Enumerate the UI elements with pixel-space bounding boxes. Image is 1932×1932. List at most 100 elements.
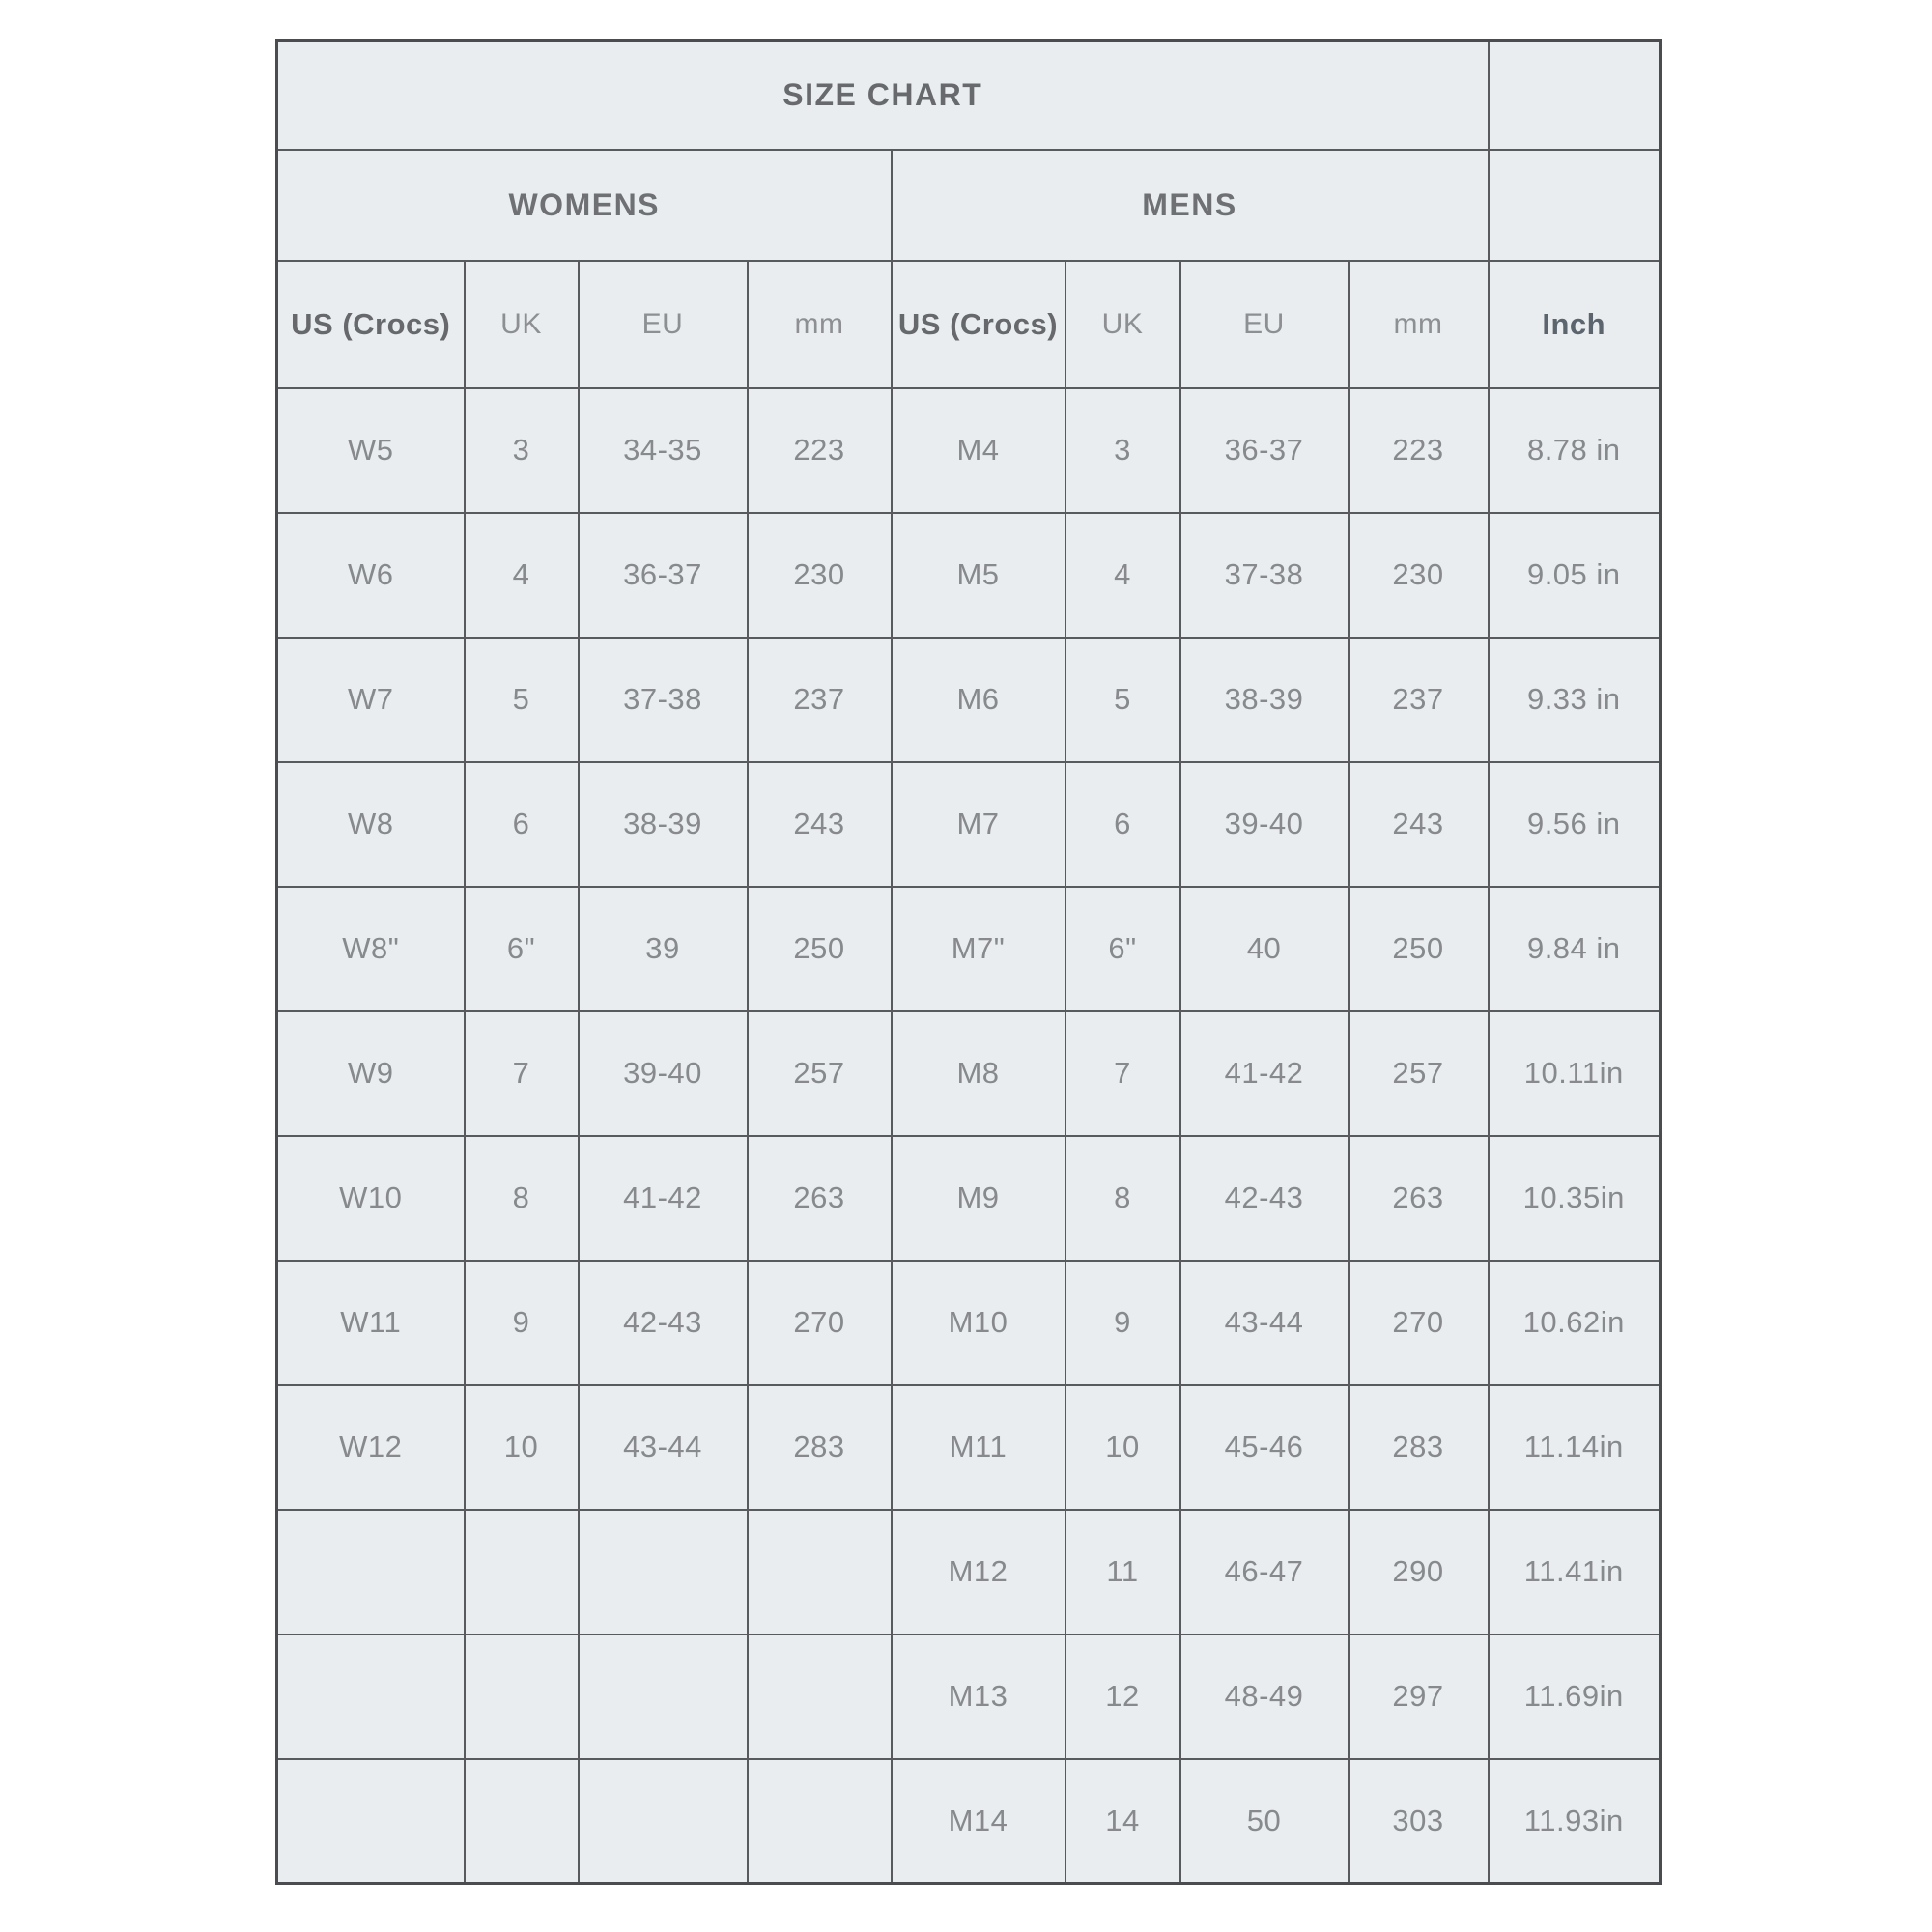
table-title: SIZE CHART bbox=[275, 39, 1490, 151]
table-cell: 263 bbox=[746, 1134, 893, 1262]
table-cell: 283 bbox=[746, 1383, 893, 1511]
table-row: M14 14 50 303 11.93in bbox=[275, 1757, 1662, 1885]
table-cell bbox=[463, 1633, 580, 1760]
table-cell: 6 bbox=[463, 760, 580, 888]
table-cell: 48-49 bbox=[1179, 1633, 1350, 1760]
table-cell: 237 bbox=[1347, 636, 1490, 763]
table-cell: 237 bbox=[746, 636, 893, 763]
column-header-womens-mm: mm bbox=[746, 259, 893, 389]
table-cell: 10 bbox=[463, 1383, 580, 1511]
table-cell bbox=[746, 1508, 893, 1635]
table-cell: 270 bbox=[1347, 1259, 1490, 1386]
table-cell: 12 bbox=[1064, 1633, 1181, 1760]
table-cell: M7 bbox=[890, 760, 1066, 888]
table-cell: 263 bbox=[1347, 1134, 1490, 1262]
column-header-mens-us: US (Crocs) bbox=[890, 259, 1066, 389]
title-row: SIZE CHART bbox=[275, 39, 1662, 151]
table-row: W6 4 36-37 230 M5 4 37-38 230 9.05 in bbox=[275, 511, 1662, 639]
table-cell: 39-40 bbox=[1179, 760, 1350, 888]
table-cell: 10.35in bbox=[1487, 1134, 1662, 1262]
table-cell bbox=[275, 1633, 466, 1760]
table-cell: 43-44 bbox=[1179, 1259, 1350, 1386]
table-row: M12 11 46-47 290 11.41in bbox=[275, 1508, 1662, 1635]
table-cell: 11.93in bbox=[1487, 1757, 1662, 1885]
column-header-womens-eu: EU bbox=[577, 259, 749, 389]
table-cell bbox=[577, 1508, 749, 1635]
table-cell: 297 bbox=[1347, 1633, 1490, 1760]
group-header-row: WOMENS MENS bbox=[275, 148, 1662, 262]
table-cell: 230 bbox=[746, 511, 893, 639]
table-cell: 50 bbox=[1179, 1757, 1350, 1885]
table-cell: 8 bbox=[1064, 1134, 1181, 1262]
table-cell: 283 bbox=[1347, 1383, 1490, 1511]
table-cell: M12 bbox=[890, 1508, 1066, 1635]
table-cell: W12 bbox=[275, 1383, 466, 1511]
table-cell: 37-38 bbox=[577, 636, 749, 763]
group-row-spacer-cell bbox=[1487, 148, 1662, 262]
table-row: W8 6 38-39 243 M7 6 39-40 243 9.56 in bbox=[275, 760, 1662, 888]
table-cell: 9.33 in bbox=[1487, 636, 1662, 763]
table-cell: 38-39 bbox=[1179, 636, 1350, 763]
table-cell: 3 bbox=[1064, 386, 1181, 514]
table-cell: 4 bbox=[1064, 511, 1181, 639]
table-cell: M8 bbox=[890, 1009, 1066, 1137]
table-row: W8" 6" 39 250 M7" 6" 40 250 9.84 in bbox=[275, 885, 1662, 1012]
table-cell bbox=[275, 1508, 466, 1635]
table-cell: 36-37 bbox=[577, 511, 749, 639]
table-cell: M4 bbox=[890, 386, 1066, 514]
table-cell: W11 bbox=[275, 1259, 466, 1386]
table-cell: 5 bbox=[1064, 636, 1181, 763]
table-cell: 243 bbox=[1347, 760, 1490, 888]
table-cell: M11 bbox=[890, 1383, 1066, 1511]
table-cell: 14 bbox=[1064, 1757, 1181, 1885]
table-cell: 257 bbox=[746, 1009, 893, 1137]
table-cell bbox=[463, 1757, 580, 1885]
table-cell: W6 bbox=[275, 511, 466, 639]
title-row-spacer-cell bbox=[1487, 39, 1662, 151]
column-header-mens-mm: mm bbox=[1347, 259, 1490, 389]
table-cell: 5 bbox=[463, 636, 580, 763]
table-cell: W10 bbox=[275, 1134, 466, 1262]
table-row: M13 12 48-49 297 11.69in bbox=[275, 1633, 1662, 1760]
column-header-mens-eu: EU bbox=[1179, 259, 1350, 389]
table-cell: M9 bbox=[890, 1134, 1066, 1262]
column-header-mens-uk: UK bbox=[1064, 259, 1181, 389]
table-cell: 11.69in bbox=[1487, 1633, 1662, 1760]
table-cell: 41-42 bbox=[1179, 1009, 1350, 1137]
table-row: W11 9 42-43 270 M10 9 43-44 270 10.62in bbox=[275, 1259, 1662, 1386]
table-row: W10 8 41-42 263 M9 8 42-43 263 10.35in bbox=[275, 1134, 1662, 1262]
table-cell: M13 bbox=[890, 1633, 1066, 1760]
table-cell: 37-38 bbox=[1179, 511, 1350, 639]
table-cell: 41-42 bbox=[577, 1134, 749, 1262]
table-row: W5 3 34-35 223 M4 3 36-37 223 8.78 in bbox=[275, 386, 1662, 514]
table-cell: 9 bbox=[463, 1259, 580, 1386]
table-cell: M7" bbox=[890, 885, 1066, 1012]
group-header-mens: MENS bbox=[890, 148, 1490, 262]
table-cell: 9 bbox=[1064, 1259, 1181, 1386]
table-cell bbox=[577, 1757, 749, 1885]
table-cell: 270 bbox=[746, 1259, 893, 1386]
table-cell: 6 bbox=[1064, 760, 1181, 888]
table-cell: 36-37 bbox=[1179, 386, 1350, 514]
table-cell: 257 bbox=[1347, 1009, 1490, 1137]
table-cell bbox=[577, 1633, 749, 1760]
table-cell: 3 bbox=[463, 386, 580, 514]
table-cell: W8 bbox=[275, 760, 466, 888]
column-header-row: US (Crocs) UK EU mm US (Crocs) UK EU mm … bbox=[275, 259, 1662, 389]
table-cell: M14 bbox=[890, 1757, 1066, 1885]
table-cell: W9 bbox=[275, 1009, 466, 1137]
group-header-womens: WOMENS bbox=[275, 148, 893, 262]
column-header-womens-uk: UK bbox=[463, 259, 580, 389]
table-cell: 7 bbox=[463, 1009, 580, 1137]
table-cell: 38-39 bbox=[577, 760, 749, 888]
table-cell: 223 bbox=[746, 386, 893, 514]
table-cell: 9.84 in bbox=[1487, 885, 1662, 1012]
table-cell: 42-43 bbox=[577, 1259, 749, 1386]
table-cell bbox=[746, 1633, 893, 1760]
table-cell: 10 bbox=[1064, 1383, 1181, 1511]
table-cell: 43-44 bbox=[577, 1383, 749, 1511]
table-cell: 39-40 bbox=[577, 1009, 749, 1137]
table-cell: 250 bbox=[746, 885, 893, 1012]
table-cell: 40 bbox=[1179, 885, 1350, 1012]
table-row: W7 5 37-38 237 M6 5 38-39 237 9.33 in bbox=[275, 636, 1662, 763]
